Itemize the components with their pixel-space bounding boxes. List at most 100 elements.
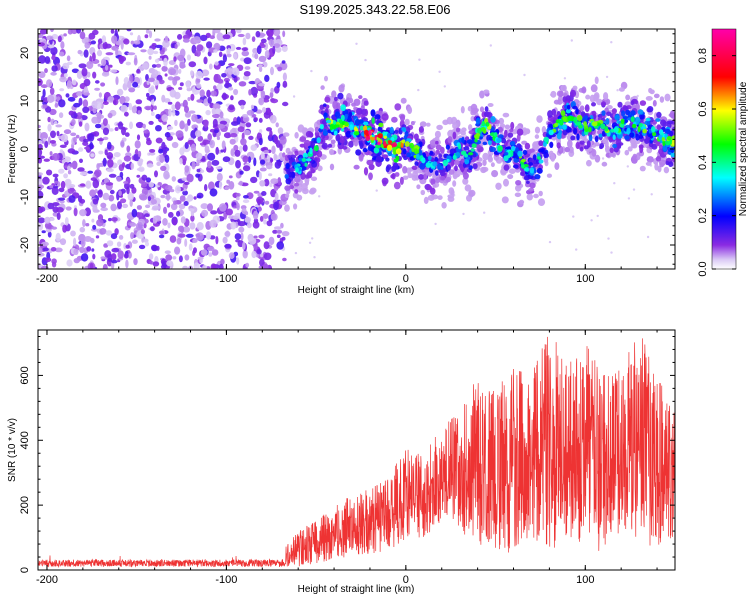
noise-cell — [67, 96, 76, 102]
ridge-cell — [541, 126, 547, 134]
noise-cell — [42, 104, 48, 109]
ridge-cell — [345, 130, 352, 138]
noise-cell — [57, 135, 64, 140]
noise-cell — [59, 88, 65, 92]
ridge-cell — [414, 161, 419, 166]
ridge-cell — [487, 139, 492, 146]
noise-cell — [186, 54, 191, 61]
noise-cell — [78, 63, 87, 69]
noise-cell — [38, 217, 46, 224]
ridge-cell — [335, 134, 341, 142]
ridge-cell — [346, 116, 352, 123]
noise-cell — [87, 133, 95, 142]
noise-cell — [111, 253, 117, 261]
ridge-cell — [586, 159, 592, 167]
ridge-cell — [616, 142, 622, 148]
noise-cell — [174, 119, 178, 127]
noise-cell — [165, 254, 173, 261]
noise-cell — [76, 92, 83, 97]
noise-cell — [260, 253, 264, 258]
noise-cell — [172, 217, 178, 226]
noise-cell — [190, 143, 196, 153]
ridge-cell — [507, 132, 514, 138]
noise-cell — [196, 83, 202, 89]
noise-cell — [102, 192, 110, 201]
ridge-cell — [331, 123, 337, 130]
ridge-cell — [537, 198, 546, 207]
ridge-cell — [653, 93, 660, 99]
noise-cell — [45, 257, 52, 263]
noise-cell — [438, 70, 441, 74]
ridge-cell — [446, 116, 454, 125]
noise-cell — [107, 159, 114, 168]
noise-cell — [245, 122, 252, 128]
noise-cell — [134, 149, 139, 155]
ridge-cell — [500, 137, 507, 144]
noise-cell — [187, 97, 191, 101]
ridge-cell — [547, 110, 553, 118]
ridge-cell — [474, 138, 478, 143]
noise-cell — [241, 47, 248, 52]
noise-cell — [264, 50, 270, 59]
ridge-cell — [631, 123, 637, 129]
noise-cell — [282, 101, 289, 107]
noise-cell — [224, 231, 231, 237]
ridge-cell — [423, 196, 429, 204]
noise-cell — [125, 244, 130, 249]
noise-cell — [241, 50, 250, 57]
noise-cell — [253, 190, 260, 194]
ridge-cell — [393, 158, 399, 163]
ridge-cell — [612, 143, 617, 149]
noise-cell — [184, 142, 189, 149]
noise-cell — [164, 35, 169, 43]
noise-cell — [238, 180, 243, 186]
noise-cell — [85, 180, 92, 189]
ridge-cell — [394, 103, 402, 111]
noise-cell — [137, 110, 141, 115]
ridge-cell — [510, 141, 516, 146]
noise-cell — [115, 48, 119, 56]
ridge-cell — [310, 140, 316, 148]
noise-cell — [259, 180, 266, 187]
chart-title: S199.2025.343.22.58.E06 — [299, 2, 450, 17]
colorbar-tick-label: 0.4 — [697, 155, 709, 170]
noise-cell — [66, 165, 71, 171]
noise-cell — [44, 56, 51, 64]
noise-cell — [281, 236, 286, 241]
noise-cell — [253, 235, 258, 239]
ridge-cell — [545, 152, 549, 158]
noise-cell — [105, 230, 113, 236]
noise-cell — [108, 217, 112, 222]
noise-cell — [70, 230, 76, 237]
noise-cell — [225, 208, 233, 216]
noise-cell — [264, 74, 270, 82]
noise-cell — [51, 55, 56, 60]
ridge-cell — [323, 103, 327, 107]
noise-cell — [232, 67, 240, 76]
noise-cell — [462, 212, 465, 216]
noise-cell — [164, 73, 168, 77]
ridge-cell — [652, 132, 657, 137]
noise-cell — [92, 198, 99, 205]
noise-cell — [222, 34, 231, 40]
noise-cell — [281, 45, 288, 52]
ridge-cell — [394, 129, 399, 134]
x-tick-label: -200 — [36, 273, 58, 285]
noise-cell — [171, 104, 176, 111]
ridge-cell — [393, 181, 401, 190]
noise-cell — [41, 95, 45, 103]
noise-cell — [148, 151, 156, 156]
ridge-cell — [316, 150, 323, 158]
noise-cell — [203, 119, 209, 128]
noise-cell — [117, 250, 124, 259]
ridge-cell — [331, 90, 337, 98]
noise-cell — [95, 235, 100, 239]
ridge-cell — [366, 159, 374, 166]
noise-cell — [242, 249, 248, 259]
ridge-cell — [534, 134, 540, 139]
noise-cell — [65, 206, 72, 211]
ridge-cell — [588, 126, 592, 133]
ridge-cell — [385, 157, 390, 162]
colorbar-gradient — [711, 28, 737, 270]
ridge-cell — [575, 121, 582, 126]
